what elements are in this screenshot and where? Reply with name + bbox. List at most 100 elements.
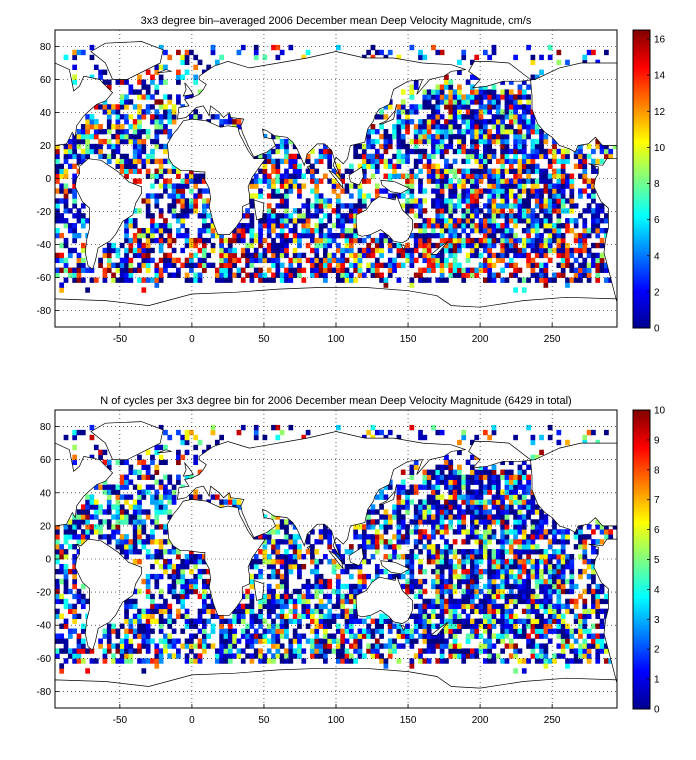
bin-cell — [119, 549, 125, 555]
bin-cell — [115, 267, 121, 273]
bin-cell — [530, 143, 536, 150]
bin-cell — [586, 203, 592, 209]
bin-cell — [167, 434, 173, 441]
bin-cell — [361, 193, 367, 199]
bin-cell — [452, 628, 458, 634]
bin-cell — [374, 618, 380, 624]
bin-cell — [521, 153, 527, 160]
bin-cell — [491, 573, 497, 580]
bin-cell — [504, 237, 510, 244]
bin-cell — [93, 484, 99, 490]
bin-cell — [495, 272, 501, 278]
bin-cell — [409, 178, 415, 184]
bin-cell — [452, 554, 458, 560]
bin-cell — [292, 559, 298, 565]
bin-cell — [284, 188, 289, 194]
bin-cell — [184, 232, 190, 239]
bin-cell — [119, 479, 125, 485]
bin-cell — [457, 178, 462, 184]
bin-cell — [72, 277, 78, 283]
bin-cell — [565, 277, 570, 283]
bin-cell — [500, 129, 505, 135]
bin-cell — [193, 114, 199, 120]
bin-cell — [314, 223, 320, 229]
bin-cell — [448, 514, 454, 520]
bin-cell — [327, 198, 333, 204]
bin-cell — [513, 287, 518, 293]
bin-cell — [452, 228, 458, 234]
bin-cell — [504, 568, 510, 575]
bin-cell — [474, 633, 480, 639]
bin-cell — [158, 618, 164, 624]
bin-cell — [582, 158, 588, 165]
bin-cell — [565, 247, 570, 254]
bin-cell — [508, 262, 514, 268]
bin-cell — [461, 267, 467, 273]
bin-cell — [336, 573, 341, 580]
bin-cell — [89, 119, 95, 125]
bin-cell — [508, 104, 514, 110]
bin-cell — [409, 193, 415, 199]
bin-cell — [595, 213, 601, 219]
bin-cell — [262, 153, 268, 160]
bin-cell — [262, 638, 268, 644]
bin-cell — [63, 554, 69, 560]
bin-cell — [565, 282, 570, 288]
bin-cell — [457, 464, 462, 470]
bin-cell — [452, 563, 458, 570]
bin-cell — [201, 218, 207, 224]
bin-cell — [106, 129, 112, 135]
bin-cell — [171, 549, 177, 555]
bin-cell — [189, 267, 194, 273]
bin-cell — [279, 593, 285, 600]
bin-cell — [327, 242, 333, 249]
bin-cell — [145, 638, 151, 644]
bin-cell — [357, 583, 363, 590]
bin-cell — [305, 168, 311, 174]
bin-cell — [115, 252, 121, 259]
bin-cell — [72, 628, 78, 634]
bin-cell — [448, 603, 454, 610]
bin-cell — [137, 514, 142, 520]
bin-cell — [413, 593, 419, 600]
bin-cell — [180, 578, 186, 585]
bin-cell — [184, 173, 190, 179]
bin-cell — [470, 568, 475, 575]
bin-cell — [422, 618, 428, 624]
bin-cell — [470, 267, 475, 273]
bin-cell — [543, 237, 549, 244]
bin-cell — [214, 114, 220, 120]
bin-cell — [474, 133, 480, 140]
bin-cell — [604, 213, 609, 219]
bin-cell — [465, 479, 471, 485]
y-tick-label: -40 — [37, 240, 52, 251]
bin-cell — [504, 603, 510, 610]
bin-cell — [444, 588, 449, 595]
bin-cell — [513, 148, 518, 155]
bin-cell — [465, 208, 471, 214]
bin-cell — [444, 203, 449, 209]
bin-cell — [392, 193, 397, 199]
bin-cell — [521, 252, 527, 259]
bin-cell — [405, 143, 410, 150]
bin-cell — [115, 633, 121, 639]
bin-cell — [158, 554, 164, 560]
bin-cell — [513, 272, 518, 278]
bin-cell — [348, 252, 354, 259]
bin-cell — [305, 153, 311, 160]
bin-cell — [422, 568, 428, 575]
bin-cell — [478, 648, 484, 654]
bin-cell — [521, 109, 527, 115]
bin-cell — [145, 608, 151, 615]
bin-cell — [569, 188, 575, 194]
bin-cell — [63, 54, 69, 61]
bin-cell — [448, 79, 454, 85]
bin-cell — [478, 262, 484, 268]
bin-cell — [383, 494, 389, 500]
bin-cell — [495, 94, 501, 100]
bin-cell — [245, 603, 250, 610]
bin-cell — [495, 193, 501, 199]
bin-cell — [405, 188, 410, 194]
bin-cell — [426, 638, 432, 644]
bin-cell — [63, 267, 69, 273]
